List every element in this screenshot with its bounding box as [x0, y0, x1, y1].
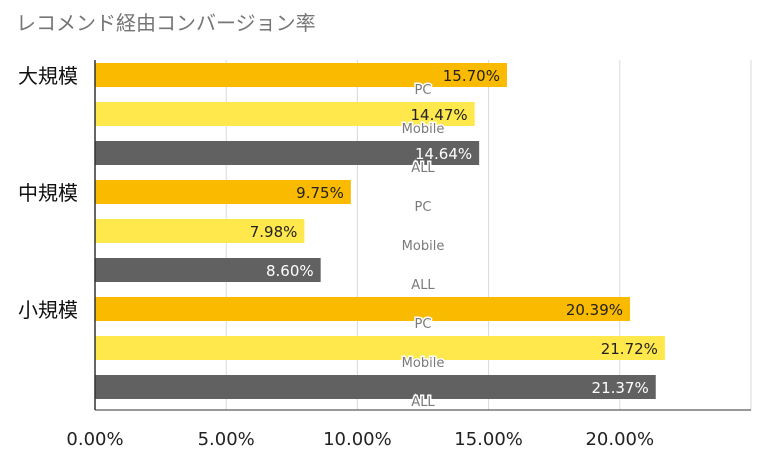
x-tick-label: 10.00%: [323, 429, 392, 450]
value-label: 7.98%: [250, 223, 298, 241]
category-label: PC: [415, 317, 432, 332]
x-tick-label: 5.00%: [198, 429, 255, 450]
bar-mobile: [95, 219, 305, 243]
category-label: ALL: [411, 278, 435, 293]
value-label: 14.64%: [415, 145, 472, 163]
category-labels: PC Mobile ALL PC Mobile ALL PC Mobile ALL: [400, 82, 446, 412]
value-label: 15.70%: [443, 67, 500, 85]
category-label: PC: [415, 200, 432, 215]
value-label: 20.39%: [566, 301, 623, 319]
category-label: PC: [415, 83, 432, 98]
x-tick-label: 20.00%: [585, 429, 654, 450]
category-label: Mobile: [402, 122, 445, 137]
value-label: 14.47%: [410, 106, 467, 124]
bar-all: [95, 258, 321, 282]
group-label: 中規模: [18, 181, 78, 205]
bar-pc: [95, 297, 631, 321]
bar-all: [95, 141, 480, 165]
bars: 15.70% 14.47% 14.64% 9.75% 7.98% 8.60% 20.39% 2…: [95, 63, 665, 399]
value-label: 21.37%: [592, 379, 649, 397]
group-label: 大規模: [18, 64, 78, 88]
bar-pc: [95, 180, 351, 204]
chart-title: レコメンド経由コンバージョン率: [16, 11, 316, 35]
value-label: 21.72%: [601, 340, 658, 358]
category-label: ALL: [411, 395, 435, 410]
category-label: ALL: [411, 161, 435, 176]
bar-pc: [95, 63, 507, 87]
bar-all: [95, 375, 656, 399]
value-label: 8.60%: [266, 262, 314, 280]
bar-mobile: [95, 336, 665, 360]
category-label: Mobile: [402, 356, 445, 371]
x-tick-label: 15.00%: [454, 429, 523, 450]
x-tick-label: 0.00%: [66, 429, 123, 450]
bar-mobile: [95, 102, 475, 126]
value-label: 9.75%: [296, 184, 344, 202]
group-label: 小規模: [18, 298, 78, 322]
category-label: Mobile: [402, 239, 445, 254]
